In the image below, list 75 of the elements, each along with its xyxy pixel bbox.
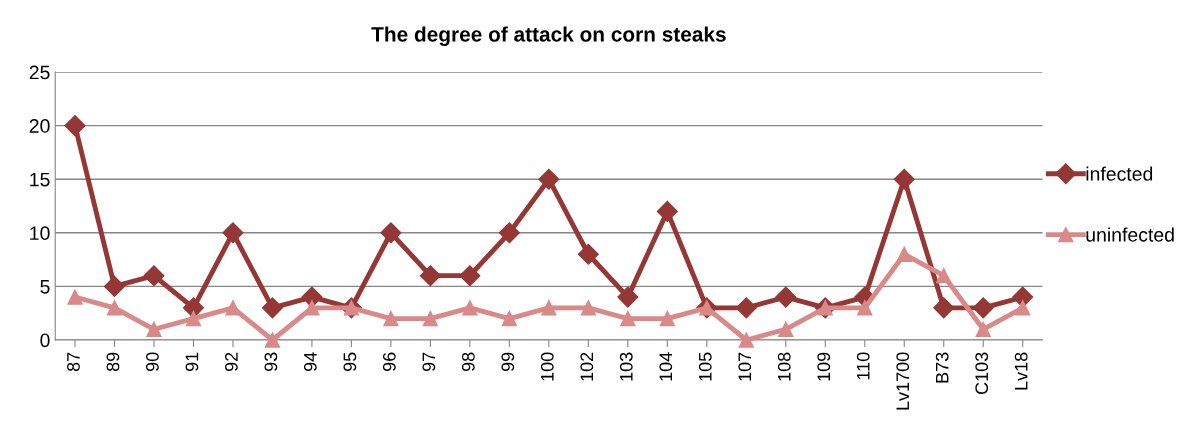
point — [106, 300, 123, 316]
point — [383, 310, 399, 327]
x-tick-label: Lv18 — [1014, 352, 1028, 390]
y-tick-label: 0 — [40, 333, 50, 348]
point — [778, 321, 794, 337]
point — [67, 289, 83, 305]
chart-title: The degree of attack on corn steaks — [371, 26, 726, 46]
x-tick-label: B73 — [935, 352, 949, 383]
point — [620, 310, 636, 327]
x-tick-label: 97 — [422, 352, 436, 372]
x-tick-label: 109 — [817, 352, 831, 381]
x-tick-label: 104 — [659, 352, 673, 381]
y-tick-label: 10 — [30, 226, 50, 241]
y-tick-label: 25 — [29, 65, 50, 80]
point — [459, 265, 481, 287]
x-tick-label: 110 — [856, 352, 870, 380]
x-tick-label: 102 — [580, 352, 594, 381]
x-tick-label: 89 — [106, 352, 120, 372]
point — [972, 297, 994, 319]
x-tick-label: 90 — [146, 352, 159, 372]
point — [264, 332, 281, 348]
point — [419, 265, 441, 287]
y-tick-label: 5 — [40, 280, 50, 294]
x-tick-label: 99 — [501, 352, 515, 372]
y-tick-label: 20 — [29, 119, 50, 133]
x-tick-label: 100 — [540, 352, 554, 381]
x-tick-label: 94 — [303, 352, 317, 372]
point — [738, 332, 754, 348]
point — [735, 297, 757, 319]
x-tick-label: 87 — [67, 352, 80, 372]
x-tick-label: Lv1700 — [896, 352, 910, 410]
point — [498, 222, 520, 244]
x-tick-label: 107 — [738, 352, 752, 381]
point — [656, 200, 678, 222]
x-tick-label: C103 — [975, 352, 989, 395]
point — [580, 300, 596, 316]
x-tick-label: 91 — [185, 352, 199, 372]
point — [617, 286, 639, 308]
point — [1012, 286, 1034, 308]
point — [462, 300, 478, 316]
point — [896, 246, 912, 262]
legend-label: uninfected — [1086, 227, 1174, 242]
x-tick-label: 105 — [698, 352, 712, 381]
point — [857, 300, 873, 316]
point — [933, 297, 955, 319]
point — [185, 310, 202, 327]
point — [541, 300, 557, 316]
point — [538, 168, 560, 190]
legend-label: infected — [1086, 166, 1153, 181]
point — [659, 310, 675, 327]
point — [143, 265, 165, 287]
point — [422, 310, 439, 327]
x-tick-label: 93 — [264, 352, 278, 372]
x-tick-label: 103 — [619, 352, 633, 381]
point — [1015, 300, 1031, 316]
point — [501, 310, 518, 327]
point — [380, 222, 402, 244]
x-tick-label: 108 — [777, 352, 791, 381]
point — [577, 243, 599, 265]
point — [261, 297, 283, 319]
x-tick-label: 92 — [225, 352, 238, 372]
point — [103, 275, 125, 297]
y-tick-label: 15 — [30, 172, 50, 187]
point — [225, 300, 241, 316]
point — [64, 115, 86, 137]
x-tick-label: 95 — [343, 352, 357, 372]
point — [775, 286, 797, 308]
x-tick-label: 98 — [461, 352, 475, 372]
point — [893, 168, 915, 190]
point — [936, 268, 952, 284]
point — [304, 300, 320, 316]
point — [146, 321, 162, 337]
x-tick-label: 96 — [382, 352, 396, 372]
point — [975, 321, 991, 337]
point — [222, 222, 244, 244]
